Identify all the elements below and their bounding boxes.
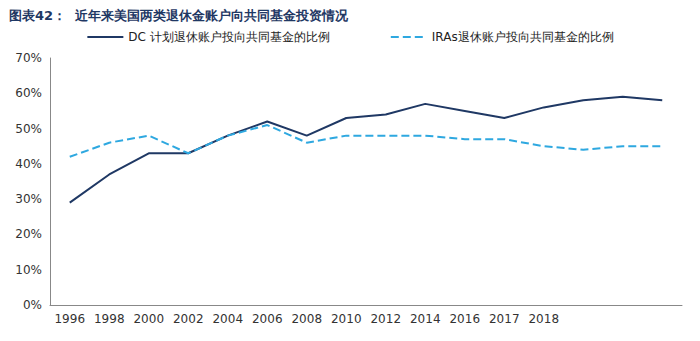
svg-text:30%: 30% <box>15 192 42 206</box>
svg-text:2014: 2014 <box>410 312 441 326</box>
svg-text:2016: 2016 <box>449 312 480 326</box>
svg-text:50%: 50% <box>15 122 42 136</box>
svg-text:1996: 1996 <box>54 312 85 326</box>
svg-text:2002: 2002 <box>173 312 204 326</box>
svg-text:2008: 2008 <box>291 312 322 326</box>
svg-text:60%: 60% <box>15 86 42 100</box>
svg-text:2012: 2012 <box>370 312 401 326</box>
svg-text:2018: 2018 <box>528 312 559 326</box>
svg-text:2006: 2006 <box>252 312 283 326</box>
svg-text:70%: 70% <box>15 51 42 65</box>
svg-text:2004: 2004 <box>212 312 243 326</box>
svg-text:2000: 2000 <box>133 312 164 326</box>
svg-text:DC 计划退休账户投向共同基金的比例: DC 计划退休账户投向共同基金的比例 <box>128 30 329 44</box>
svg-text:1998: 1998 <box>94 312 125 326</box>
svg-text:10%: 10% <box>15 263 42 277</box>
svg-text:0%: 0% <box>23 298 42 312</box>
svg-text:图表42： 近年来美国两类退休金账户向共同基金投资情况: 图表42： 近年来美国两类退休金账户向共同基金投资情况 <box>9 8 349 23</box>
svg-text:2017: 2017 <box>489 312 520 326</box>
svg-text:40%: 40% <box>15 157 42 171</box>
svg-text:IRAs退休账户投向共同基金的比例: IRAs退休账户投向共同基金的比例 <box>432 30 614 44</box>
svg-text:2010: 2010 <box>331 312 362 326</box>
svg-text:20%: 20% <box>15 227 42 241</box>
